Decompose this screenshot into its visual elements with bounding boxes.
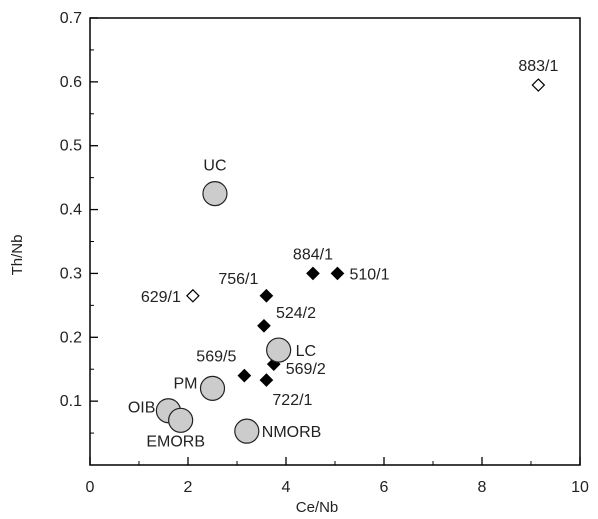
x-axis-title: Ce/Nb <box>296 499 339 516</box>
label-883-1: 883/1 <box>518 58 558 75</box>
label-569-2: 569/2 <box>286 361 326 378</box>
data-points <box>155 78 546 444</box>
label-uc: UC <box>203 158 226 175</box>
point-569-5 <box>237 368 252 383</box>
x-tick-label: 8 <box>478 479 487 496</box>
label-oib: OIB <box>128 400 156 417</box>
x-tick-label: 4 <box>282 479 291 496</box>
point-722-1 <box>259 373 274 387</box>
x-tick-label: 6 <box>380 479 389 496</box>
label-722-1: 722/1 <box>272 392 312 409</box>
point-629-1 <box>186 288 200 303</box>
point-uc <box>202 181 228 207</box>
label-524-2: 524/2 <box>276 305 316 322</box>
label-510-1: 510/1 <box>349 266 389 283</box>
point-emorb <box>168 407 194 433</box>
label-pm: PM <box>174 375 198 392</box>
point-883-1 <box>531 78 546 92</box>
y-tick-label: 0.6 <box>60 74 82 91</box>
x-axis: 0 2 4 6 8 10 <box>86 457 589 496</box>
y-tick-label: 0.1 <box>60 393 82 410</box>
label-629-1: 629/1 <box>141 289 181 306</box>
label-756-1: 756/1 <box>218 271 258 288</box>
point-nmorb <box>234 418 260 444</box>
x-tick-label: 2 <box>184 479 193 496</box>
y-tick-label: 0.3 <box>60 265 82 282</box>
point-labels: 884/1 510/1 756/1 524/2 569/5 569/2 722/1 629/1… <box>128 58 559 450</box>
label-emorb: EMORB <box>146 433 205 450</box>
label-lc: LC <box>296 343 316 360</box>
label-569-5: 569/5 <box>196 349 236 366</box>
y-tick-label: 0.4 <box>60 202 82 219</box>
point-lc <box>266 337 292 363</box>
y-tick-label: 0.7 <box>60 10 82 27</box>
point-510-1 <box>330 266 345 281</box>
x-tick-label: 0 <box>86 479 95 496</box>
label-nmorb: NMORB <box>262 424 322 441</box>
point-884-1 <box>306 266 320 281</box>
y-tick-label: 0.5 <box>60 138 82 155</box>
y-tick-label: 0.2 <box>60 329 82 346</box>
x-tick-label: 10 <box>571 479 589 496</box>
label-884-1: 884/1 <box>293 246 333 263</box>
point-524-2 <box>257 318 271 333</box>
y-axis-title: Th/Nb <box>9 235 26 276</box>
y-axis: 0.1 0.2 0.3 0.4 0.5 0.6 0.7 <box>60 10 98 434</box>
plot-area <box>89 17 581 466</box>
point-756-1 <box>259 288 274 303</box>
point-pm <box>199 375 226 401</box>
